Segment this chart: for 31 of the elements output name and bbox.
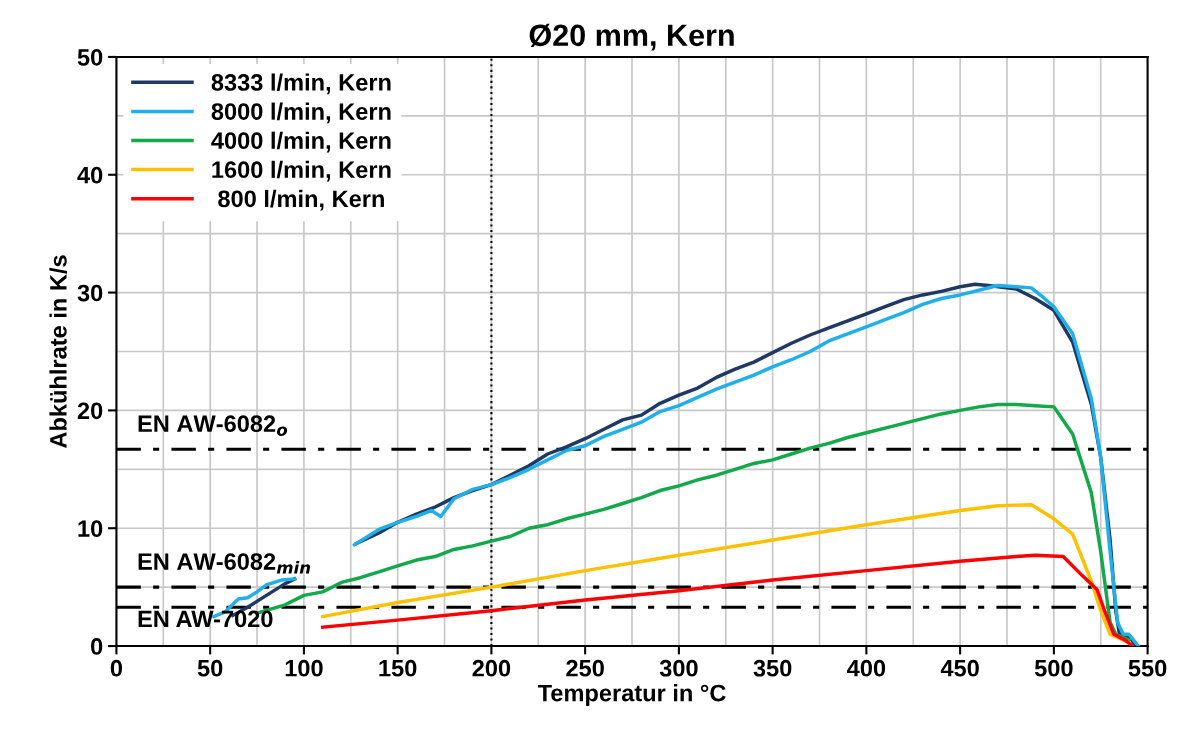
x-tick-label: 100 (285, 659, 323, 677)
x-tick-label: 350 (753, 659, 792, 677)
line-series (320, 502, 1131, 645)
x-tick-label: 550 (1128, 659, 1167, 677)
x-tick-label: 450 (940, 659, 979, 677)
legend-label: 1600 l/min, Kern (212, 160, 391, 182)
y-tick-label: 30 (77, 284, 103, 302)
y-tick-label: 20 (77, 402, 103, 420)
x-tick-label: 300 (659, 659, 698, 677)
y-tick-label: 50 (77, 49, 103, 66)
ref-line-label: EN AW-6082$_{o}$ (138, 415, 288, 436)
x-tick-label: 150 (379, 659, 417, 677)
legend-label: 800 l/min, Kern (218, 189, 384, 211)
x-tick-label: 0 (110, 659, 123, 677)
ref-line-label: EN AW-7020 (138, 610, 273, 628)
x-tick-label: 400 (847, 659, 886, 677)
x-tick-label: 500 (1034, 659, 1073, 677)
y-axis-title: Abkühlrate in K/s (49, 255, 67, 448)
y-tick-label: 10 (78, 520, 103, 538)
y-tick-label: 40 (77, 166, 103, 184)
legend-label: 8333 l/min, Kern (211, 73, 391, 95)
x-axis-title: Temperatur in °C (537, 684, 726, 707)
y-tick-label: 0 (91, 638, 103, 655)
ref-line-label: EN AW-6082$_{min}$ (138, 553, 311, 574)
legend-label: 4000 l/min, Kern (211, 131, 391, 153)
chart-title: Ø20 mm, Kern (529, 23, 734, 51)
x-tick-label: 50 (197, 659, 223, 677)
x-tick-label: 200 (472, 659, 511, 677)
line-series (320, 553, 1135, 647)
legend-label: 8000 l/min, Kern (211, 102, 391, 124)
x-tick-label: 250 (566, 659, 604, 677)
